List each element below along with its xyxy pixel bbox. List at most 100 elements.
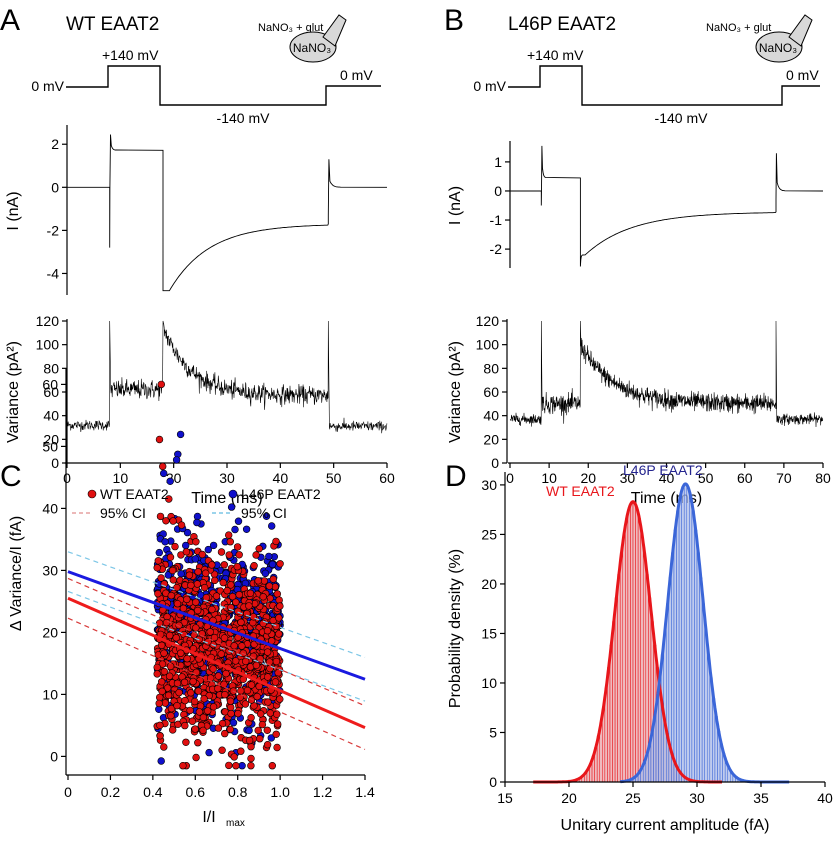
scatter-point-wt-eaat2 — [237, 618, 245, 626]
chart-D-y-tick-label: 30 — [481, 477, 497, 493]
scatter-point-wt-eaat2 — [180, 678, 189, 686]
l46p-pipette-label: NaNO₃ — [759, 41, 797, 55]
scatter-point-wt-eaat2 — [218, 746, 226, 754]
chart-D-x-label: Unitary current amplitude (fA) — [561, 817, 770, 834]
chart-B-variance-y-tick-label: 60 — [483, 384, 499, 400]
histogram-bar — [622, 533, 626, 783]
l46p-bath-icon — [755, 31, 803, 63]
l46p-hold-label: 0 mV — [473, 78, 506, 94]
chart-C: 0 10 20 30 40 50 60 Δ Variance/I (fA) 0 0.2 0.4 0.6… — [8, 368, 375, 829]
chart-A-variance-y-tick-label: 100 — [36, 337, 60, 353]
scatter-point-wt-eaat2 — [230, 642, 238, 650]
scatter-point-wt-eaat2 — [222, 669, 230, 678]
chart-D-x-tick-label: 25 — [625, 790, 641, 806]
scatter-point-wt-eaat2 — [243, 686, 252, 695]
chart-B-variance-y-tick-label: 40 — [483, 408, 499, 424]
scatter-point-wt-eaat2 — [246, 589, 255, 597]
scatter-point-l46p-eaat2 — [157, 757, 165, 765]
scatter-point-wt-eaat2 — [234, 709, 242, 718]
fit-line-wt-eaat2 — [67, 596, 366, 730]
scatter-point-wt-eaat2 — [154, 589, 162, 598]
scatter-point-wt-eaat2 — [236, 693, 244, 702]
chart-C-y-tick-label: 30 — [42, 562, 58, 578]
scatter-point-wt-eaat2 — [173, 599, 182, 608]
chart-B-current-y-tick-label: -1 — [490, 212, 503, 228]
histogram-bar — [637, 518, 641, 783]
scatter-point-wt-eaat2 — [157, 574, 165, 582]
scatter-point-l46p-eaat2 — [160, 469, 168, 478]
scatter-point-wt-eaat2 — [273, 590, 281, 598]
chart-B-variance-x-tick-label: 60 — [737, 470, 753, 486]
scatter-point-wt-eaat2 — [254, 726, 262, 735]
histogram-bar — [625, 518, 629, 783]
scatter-point-wt-eaat2 — [273, 710, 281, 718]
scatter-point-wt-eaat2 — [200, 695, 208, 703]
scatter-point-wt-eaat2 — [191, 725, 199, 733]
scatter-point-wt-eaat2 — [185, 571, 194, 579]
scatter-point-l46p-eaat2 — [238, 761, 246, 770]
scatter-point-wt-eaat2 — [158, 687, 166, 695]
chart-C-y-tick-label: 0 — [50, 748, 58, 764]
scatter-point-wt-eaat2 — [171, 542, 179, 551]
scatter-point-wt-eaat2 — [177, 649, 185, 657]
chart-A-variance-x-tick-label: 60 — [379, 470, 395, 486]
chart-D-x-tick-label: 20 — [561, 790, 577, 806]
scatter-point-wt-eaat2 — [181, 696, 189, 705]
scatter-point-l46p-eaat2 — [268, 560, 277, 569]
histogram-bar — [614, 597, 618, 783]
scatter-point-wt-eaat2 — [187, 689, 195, 697]
chart-D-y-tick-label: 10 — [481, 675, 497, 691]
scatter-point-wt-eaat2 — [235, 551, 243, 559]
scatter-point-wt-eaat2 — [177, 551, 185, 559]
legend-label-wt: WT EAAT2 — [100, 486, 169, 502]
scatter-point-wt-eaat2 — [220, 634, 229, 642]
scatter-point-wt-eaat2 — [183, 595, 191, 604]
histogram-bar — [696, 552, 700, 783]
scatter-point-wt-eaat2 — [221, 690, 229, 699]
scatter-point-l46p-eaat2 — [193, 518, 201, 527]
scatter-point-wt-eaat2 — [191, 697, 199, 706]
scatter-point-wt-eaat2 — [272, 730, 280, 738]
chart-D: 0 5 10 15 20 25 30 Probability density (%) 15 20 2… — [447, 462, 833, 834]
scatter-point-wt-eaat2 — [273, 743, 281, 752]
panel-label-d: D — [445, 460, 467, 493]
chart-A-current-y-tick-label: -4 — [47, 265, 60, 281]
scatter-point-wt-eaat2 — [192, 538, 200, 546]
chart-A-current-y-tick-label: -2 — [47, 222, 60, 238]
scatter-point-wt-eaat2 — [260, 577, 268, 585]
scatter-point-l46p-eaat2 — [161, 538, 169, 546]
scatter-point-wt-eaat2 — [155, 699, 163, 708]
scatter-point-wt-eaat2 — [217, 650, 226, 658]
l46p-pipette-icon — [788, 14, 813, 47]
scatter-point-l46p-eaat2 — [204, 545, 213, 554]
scatter-point-l46p-eaat2 — [242, 525, 251, 533]
scatter-point-wt-eaat2 — [263, 740, 272, 749]
l46p-voltage-trace — [508, 65, 820, 106]
scatter-point-wt-eaat2 — [233, 543, 242, 551]
scatter-point-wt-eaat2 — [164, 691, 173, 699]
histogram-bar — [642, 552, 647, 783]
chart-D-x-tick-label: 30 — [689, 790, 705, 806]
scatter-point-wt-eaat2 — [209, 665, 217, 673]
scatter-point-wt-eaat2 — [160, 667, 169, 676]
scatter-point-wt-eaat2 — [220, 680, 228, 689]
chart-A-variance-y-label: Variance (pA²) — [5, 341, 22, 443]
chart-B-variance-y-tick-label: 100 — [476, 337, 500, 353]
chart-A-variance-y-tick-label: 120 — [36, 313, 60, 329]
chart-B-variance-y-label: Variance (pA²) — [447, 341, 464, 443]
chart-B-variance-x-tick-label: 10 — [541, 470, 557, 486]
scatter-point-l46p-eaat2 — [245, 726, 253, 735]
wt-bath-icon — [289, 31, 337, 63]
scatter-point-wt-eaat2 — [226, 697, 235, 705]
scatter-point-wt-eaat2 — [247, 761, 255, 770]
scatter-point-wt-eaat2 — [247, 742, 255, 751]
scatter-point-wt-eaat2 — [272, 537, 280, 546]
scatter-point-wt-eaat2 — [163, 684, 172, 692]
series-label-wt: WT EAAT2 — [546, 483, 615, 499]
scatter-point-wt-eaat2 — [230, 753, 238, 761]
scatter-point-wt-eaat2 — [264, 673, 272, 681]
chart-C-x-tick-label: 0.4 — [143, 784, 163, 800]
scatter-point-l46p-eaat2 — [234, 517, 243, 525]
scatter-point-wt-eaat2 — [179, 604, 188, 613]
